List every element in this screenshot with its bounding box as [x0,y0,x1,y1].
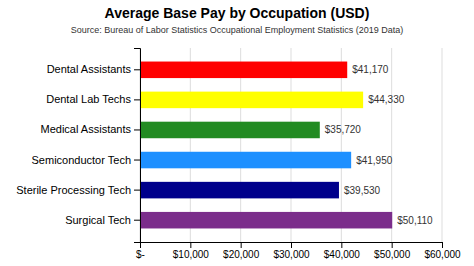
y-tick: Dental Assistants [47,63,140,75]
x-axis: $- $10,000 $20,000 $30,000 $40,000 $50,000 $60… [136,242,461,260]
bar [140,122,320,139]
x-tick-label: $30,000 [273,249,310,260]
bar [140,62,347,79]
y-tick-mark [134,160,140,161]
y-tick-label: Medical Assistants [41,123,132,135]
x-tick: $30,000 [273,242,310,260]
y-tick-label: Surgical Tech [65,214,131,226]
subtitle: Source: Bureau of Labor Statistics Occup… [71,25,404,35]
title: Average Base Pay by Occupation (USD) [105,5,370,21]
x-tick: $- [136,242,145,260]
x-tick: $60,000 [424,242,461,260]
x-tick: $50,000 [374,242,411,260]
plot: $50,110 $39,530 $41,950 $35,720 $44,330 $41,1… [16,48,461,260]
x-tick-mark [291,242,292,248]
grid-line [442,48,443,242]
x-tick-mark [341,242,342,248]
bars [140,62,392,229]
x-tick: $20,000 [223,242,260,260]
x-tick-mark [392,242,393,248]
y-tick-label: Dental Assistants [47,63,132,75]
data-label: $41,170 [352,64,389,75]
data-label: $39,530 [344,185,381,196]
x-tick: $40,000 [324,242,361,260]
y-tick-mark [134,220,140,221]
y-tick-mark [134,190,140,191]
y-tick-mark [134,129,140,130]
x-tick-label: $- [136,249,145,260]
x-tick-label: $50,000 [374,249,411,260]
x-tick-label: $10,000 [173,249,210,260]
x-tick-label: $60,000 [424,249,461,260]
data-labels: $50,110 $39,530 $41,950 $35,720 $44,330 $41,1… [325,64,433,225]
y-tick: Surgical Tech [65,214,140,226]
x-tick-mark [442,242,443,248]
y-axis: Surgical Tech Sterile Processing Tech Semi… [16,49,140,243]
y-tick-mark [134,69,140,70]
bar [140,152,351,169]
y-tick-label: Dental Lab Techs [46,93,131,105]
y-tick: Semiconductor Tech [32,154,140,166]
chart: Average Base Pay by Occupation (USD) Sour… [0,0,474,266]
bar [140,182,339,199]
x-axis-line [141,243,443,249]
y-tick-mark [134,99,140,100]
y-tick: Medical Assistants [41,123,140,135]
x-tick-label: $40,000 [324,249,361,260]
data-label: $35,720 [325,124,362,135]
bar [140,92,363,109]
bar [140,212,392,229]
x-tick-label: $20,000 [223,249,260,260]
y-axis-line [134,49,141,243]
y-tick: Sterile Processing Tech [16,184,140,196]
y-tick-label: Semiconductor Tech [32,154,131,166]
y-tick: Dental Lab Techs [46,93,140,105]
y-tick-label: Sterile Processing Tech [16,184,131,196]
data-label: $50,110 [397,215,433,226]
data-label: $41,950 [356,155,393,166]
data-label: $44,330 [368,94,405,105]
x-tick-mark [241,242,242,248]
grid [140,48,442,242]
x-tick-mark [190,242,191,248]
x-tick: $10,000 [173,242,210,260]
